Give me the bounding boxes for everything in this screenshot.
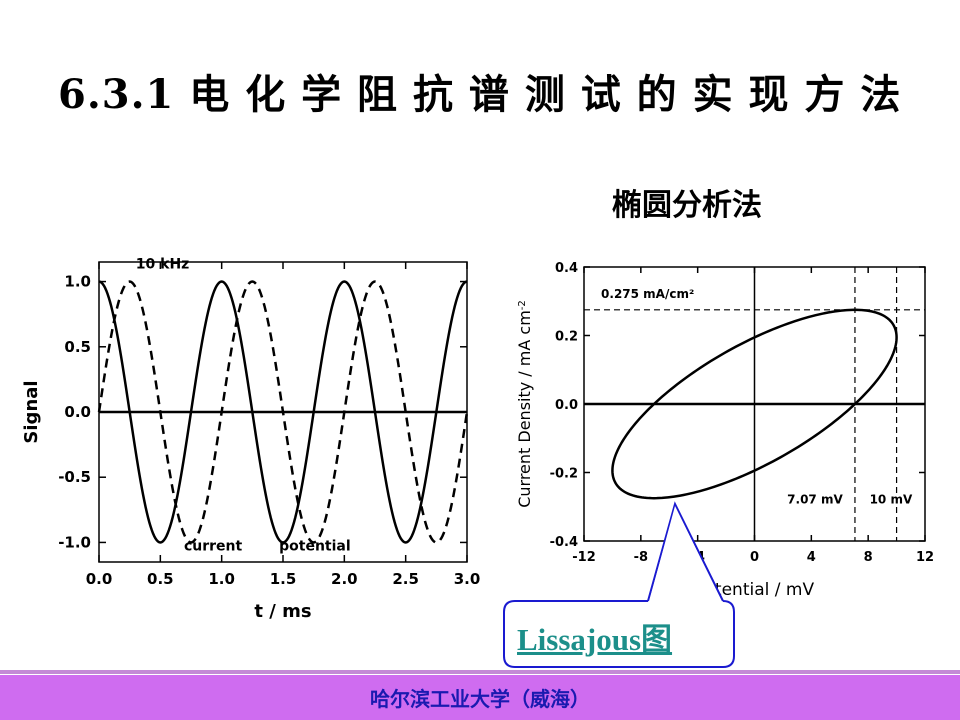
x-tick-label: 0.0 [86,570,113,588]
annotation-current-amplitude: 0.275 mA/cm² [601,287,694,301]
lissajous-ellipse [611,308,898,500]
annotation-10mv: 10 mV [870,492,913,506]
footer-bar: 哈尔滨工业大学（威海） [0,675,960,720]
slide-title: 6.3.1 电 化 学 阻 抗 谱 测 试 的 实 现 方 法 [58,71,902,118]
x-axis-label: Potential / mV [695,580,815,600]
x-tick-label: 4 [807,550,816,565]
frequency-annotation: 10 kHz [136,257,190,273]
callout-frame [503,501,735,668]
y-tick-label: -0.5 [58,468,91,486]
lissajous-callout: Lissajous图 [503,501,735,668]
y-axis-label: Current Density / mA cm-2 [515,300,534,508]
y-tick-label: 0.2 [555,330,578,345]
slide-subtitle: 椭圆分析法 [612,188,762,223]
footer-label: 哈尔滨工业大学（威海） [370,687,590,711]
x-tick-label: -8 [634,550,648,565]
x-tick-label: 3.0 [454,570,481,588]
y-tick-label: 0.4 [555,261,578,276]
x-tick-label: 0.5 [147,570,174,588]
x-tick-label: 2.0 [331,570,358,588]
y-tick-label: 0.0 [555,398,578,413]
x-tick-label: 0 [750,550,759,565]
x-axis-label: t / ms [254,601,311,622]
series-label-potential: potential [279,538,351,554]
series-line-current [98,280,468,544]
callout-label: Lissajous图 [517,622,673,657]
series-line-potential [97,280,469,544]
x-tick-label: 1.5 [270,570,297,588]
x-tick-label: 8 [864,550,873,565]
x-tick-label: 1.0 [208,570,235,588]
y-tick-label: -0.4 [550,535,578,550]
x-tick-label: 12 [916,550,934,565]
y-tick-label: -0.2 [550,467,578,482]
y-tick-label: 1.0 [64,273,91,291]
footer-divider [0,670,960,674]
x-tick-label: -12 [572,550,596,565]
y-axis-label: Signal [21,380,42,443]
annotation-707mv: 7.07 mV [787,492,843,506]
y-tick-label: 0.5 [64,338,91,356]
y-tick-label: -1.0 [58,533,91,551]
x-tick-label: 2.5 [392,570,419,588]
series-label-current: current [184,538,243,554]
y-tick-label: 0.0 [64,403,91,421]
y-axis-label-exponent: -2 [517,300,528,310]
